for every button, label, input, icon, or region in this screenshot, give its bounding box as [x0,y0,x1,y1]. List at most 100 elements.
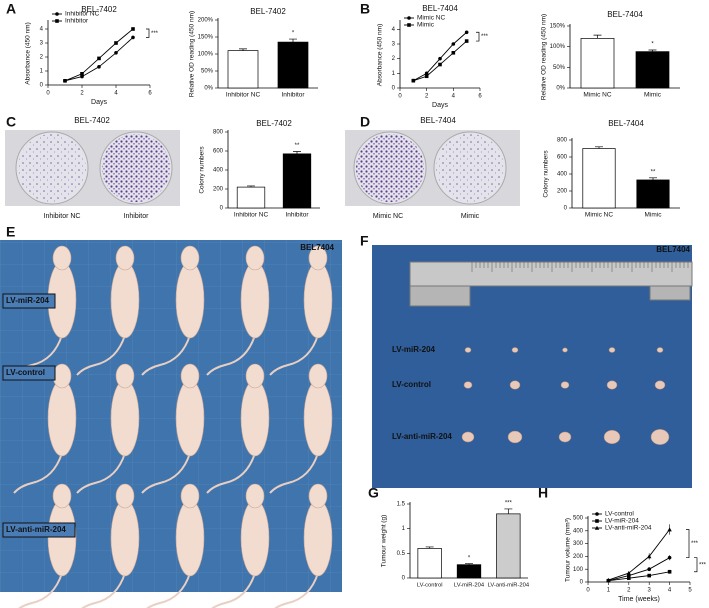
tumour [509,380,521,390]
mouse-body [110,499,140,577]
legend-label: LV-anti-miR-204 [605,525,652,532]
tumour [608,347,616,353]
panel-letter: B [360,1,370,17]
photo-label: Inhibitor NC [44,213,81,220]
bar [635,51,670,89]
mouse-head [52,483,72,509]
y-tick-label: 800 [557,138,568,144]
y-tick-label: 2 [392,56,396,62]
y-tick-label: 1 [402,526,406,532]
error-bar [595,146,603,149]
x-tick-label: 0 [46,91,50,97]
mouse-body [240,379,270,457]
legend-label: LV-miR-204 [605,518,639,525]
x-tick-label: 3 [648,588,652,594]
mouse-tail [274,572,319,608]
bracket [476,31,480,42]
error-bar [425,546,434,549]
photo-title: BEL-7404 [420,116,456,125]
y-tick-label: 0 [392,86,396,92]
y-axis-label: Colony numbers [199,146,206,194]
chart-title: BEL-7402 [250,7,286,16]
point [594,525,600,530]
x-tick-label: 2 [627,588,631,594]
y-tick-label: 2 [40,55,44,61]
chart-title: BEL-7402 [81,5,117,14]
mouse-head [180,363,200,389]
y-tick-label: 100% [198,52,214,58]
photo-title: BEL7404 [656,245,690,254]
point [131,27,135,31]
y-axis-label: Tumour weight (g) [381,515,388,568]
y-axis-label: Colony numbers [543,150,550,198]
y-axis-label: Absorbance (450 nm) [377,24,384,87]
y-tick-label: 3 [40,41,44,47]
error-bar [649,177,657,180]
mouse-tail [81,572,126,608]
point [55,19,59,23]
y-tick-label: 400 [557,172,568,178]
error-bar [504,508,513,514]
tumour [464,347,472,353]
x-tick-label: 0 [398,94,402,100]
mouse-body [47,379,77,457]
photo-label: LV-control [6,368,45,377]
point [131,35,135,40]
y-tick-label: 50% [553,65,566,71]
photo-c: BEL-7402 Inhibitor NC Inhibitor [5,116,180,220]
panel-letters: A B C D E F G H [6,1,548,501]
y-tick-label: 400 [213,168,224,174]
tumour [603,429,621,445]
y-tick-label: 200 [573,554,584,560]
y-tick-label: 100 [573,567,584,573]
y-axis-label: Absorbance (450 nm) [25,22,32,85]
line [413,40,467,82]
point [647,554,652,559]
x-tick-label: Mimic NC [585,212,613,219]
photo-label: LV-miR-204 [392,345,436,354]
panel-letter: E [6,224,15,240]
significance: *** [505,501,513,507]
mouse-head [245,483,265,509]
error-bar [239,48,247,51]
point [114,41,118,45]
point [451,42,456,46]
mouse-body [110,379,140,457]
point [407,16,411,20]
mouse-head [180,245,200,271]
chart-title: BEL-7404 [422,4,458,13]
y-tick-label: 200 [213,187,224,193]
bar [496,513,521,579]
legend-label: Inhibitor [65,18,89,25]
significance: * [292,31,295,37]
point [627,576,631,580]
x-tick-label: 1 [607,588,611,594]
y-tick-label: 800 [213,130,224,136]
point [647,573,651,578]
y-tick-label: 1 [40,69,44,75]
significance: ** [651,169,656,175]
tumour [461,431,475,443]
y-tick-label: 50% [201,69,214,75]
point [63,79,67,83]
x-tick-label: LV-control [417,583,443,589]
mouse-head [245,245,265,271]
panel-letter: F [360,233,369,249]
y-tick-label: 500 [573,516,584,522]
mouse-head [115,245,135,271]
point [411,78,416,83]
mouse-body [240,261,270,339]
tumour [656,347,664,353]
point [464,30,469,35]
point [97,65,101,69]
photo-f: BEL7404 LV-miR-204 LV-control LV-anti-mi… [372,245,693,488]
bar [636,179,670,209]
line [608,571,670,582]
y-axis-label: Tumour volume (mm³) [565,518,572,582]
x-tick-label: 5 [688,588,692,594]
mouse-body [303,499,333,577]
x-axis-label: Days [432,102,448,109]
y-tick-label: 0 [580,580,584,586]
mouse-body [110,261,140,339]
mouse-head [308,483,328,509]
